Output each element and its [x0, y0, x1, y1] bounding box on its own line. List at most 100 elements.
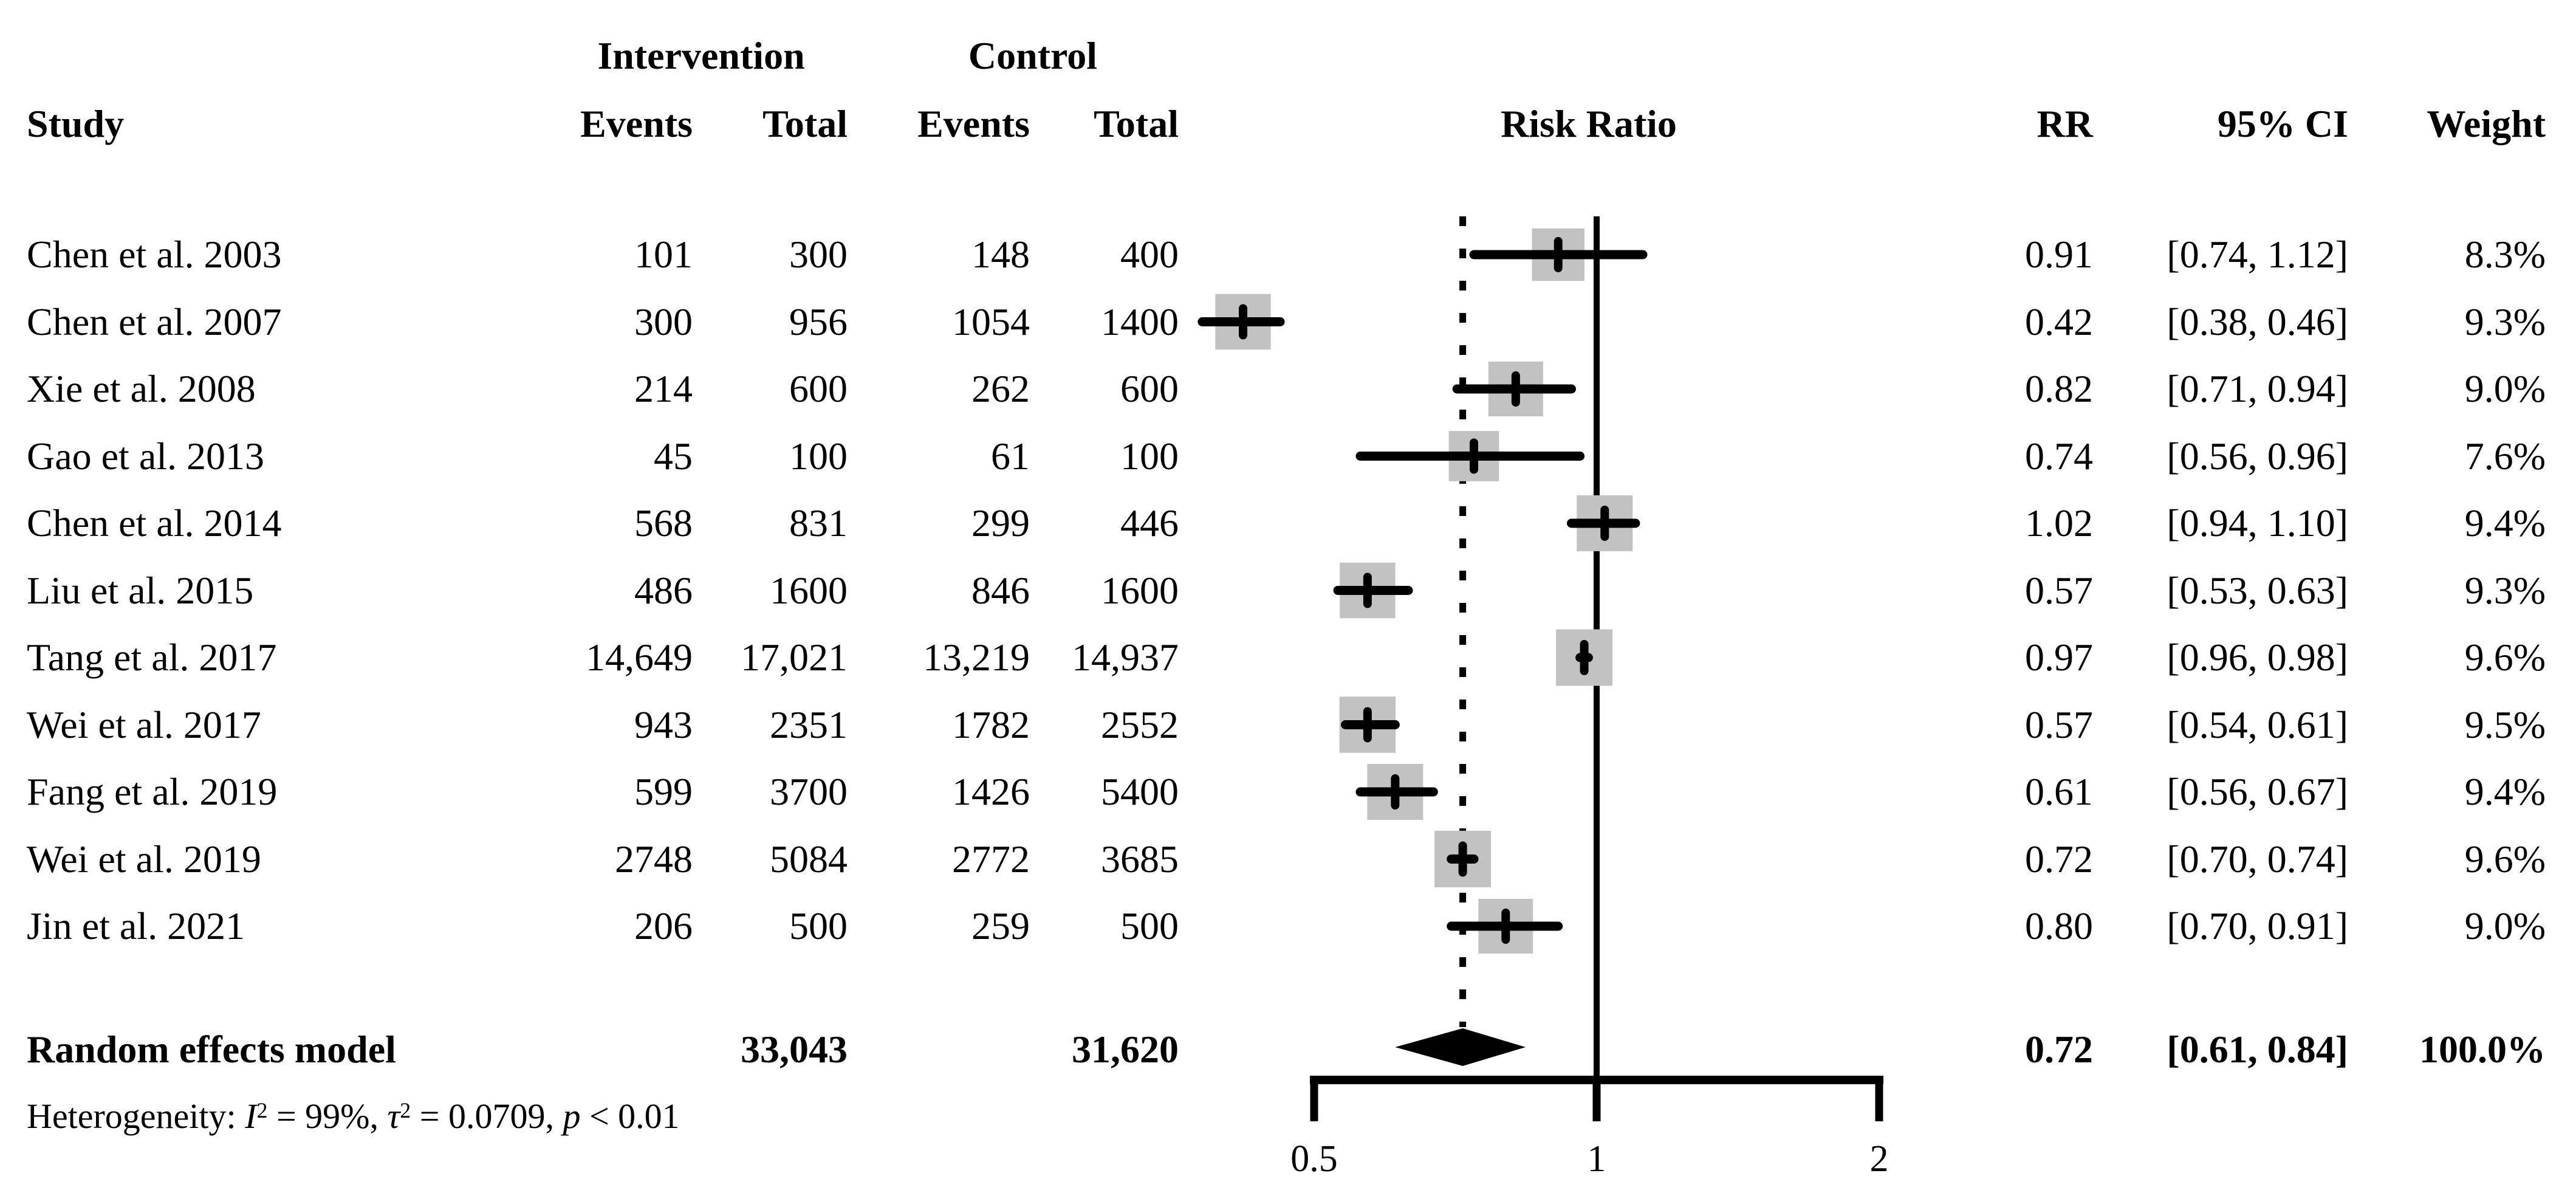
intervention-events-value: 2748 [615, 837, 693, 881]
study-label: Fang et al. 2019 [27, 770, 278, 813]
control-events-value: 1426 [952, 770, 1030, 813]
weight-value: 9.3% [2464, 300, 2546, 343]
control-events-value: 13,219 [923, 636, 1030, 679]
pooled-rr-value: 0.72 [2025, 1028, 2093, 1071]
intervention-events-value: 300 [634, 300, 693, 343]
control-total-value: 446 [1120, 501, 1179, 545]
header-study: Study [27, 102, 125, 145]
intervention-events-value: 599 [634, 770, 693, 813]
weight-value: 9.6% [2464, 636, 2546, 679]
study-label: Gao et al. 2013 [27, 434, 264, 478]
header-intervention-events: Events [580, 102, 693, 145]
intervention-total-value: 100 [789, 434, 848, 478]
weight-value: 7.6% [2464, 434, 2546, 478]
pooled-intervention-total: 33,043 [741, 1028, 848, 1071]
header-intervention-group: Intervention [597, 34, 805, 77]
control-events-value: 1054 [952, 300, 1030, 343]
intervention-total-value: 17,021 [741, 636, 848, 679]
intervention-events-value: 214 [634, 367, 693, 410]
control-events-value: 148 [971, 233, 1030, 276]
rr-value: 0.74 [2025, 434, 2093, 478]
control-events-value: 262 [971, 367, 1030, 410]
pooled-diamond [1395, 1028, 1526, 1066]
ci-value: [0.38, 0.46] [2167, 300, 2348, 343]
weight-value: 9.6% [2464, 837, 2546, 881]
weight-value: 8.3% [2464, 233, 2546, 276]
rr-value: 0.80 [2025, 904, 2093, 947]
heterogeneity-prefix: Heterogeneity: [27, 1096, 245, 1136]
ci-value: [0.74, 1.12] [2167, 233, 2348, 276]
pooled-ci-value: [0.61, 0.84] [2167, 1028, 2348, 1071]
rr-value: 0.72 [2025, 837, 2093, 881]
p-symbol: p [563, 1096, 581, 1136]
weight-value: 9.0% [2464, 367, 2546, 410]
pooled-label: Random effects model [27, 1028, 396, 1071]
ci-value: [0.70, 0.74] [2167, 837, 2348, 881]
ci-value: [0.53, 0.63] [2167, 568, 2348, 612]
intervention-total-value: 300 [789, 233, 848, 276]
control-events-value: 846 [971, 568, 1030, 612]
control-events-value: 2772 [952, 837, 1030, 881]
control-total-value: 600 [1120, 367, 1179, 410]
rr-value: 0.57 [2025, 703, 2093, 746]
tau-squared-exponent: 2 [400, 1098, 411, 1123]
study-label: Xie et al. 2008 [27, 367, 256, 410]
intervention-total-value: 5084 [770, 837, 848, 881]
study-label: Jin et al. 2021 [27, 904, 245, 947]
study-label: Chen et al. 2003 [27, 233, 282, 276]
intervention-total-value: 1600 [770, 568, 848, 612]
rr-value: 0.61 [2025, 770, 2093, 813]
study-label: Wei et al. 2017 [27, 703, 261, 746]
tau-squared-value: = 0.0709, [411, 1096, 563, 1136]
ci-value: [0.56, 0.96] [2167, 434, 2348, 478]
intervention-events-value: 101 [634, 233, 693, 276]
ci-value: [0.94, 1.10] [2167, 501, 2348, 545]
intervention-total-value: 3700 [770, 770, 848, 813]
x-axis-tick-label-1: 1 [1587, 1138, 1606, 1180]
control-total-value: 1600 [1101, 568, 1179, 612]
header-rr: RR [2036, 102, 2093, 145]
header-weight: Weight [2427, 102, 2546, 145]
control-events-value: 299 [971, 501, 1030, 545]
header-risk-ratio: Risk Ratio [1501, 102, 1677, 145]
header-intervention-total: Total [762, 102, 848, 145]
control-total-value: 3685 [1101, 837, 1179, 881]
header-control-group: Control [968, 34, 1098, 77]
intervention-events-value: 45 [654, 434, 693, 478]
p-value: < 0.01 [580, 1096, 680, 1136]
tau-squared-symbol: τ [387, 1096, 400, 1136]
ci-value: [0.54, 0.61] [2167, 703, 2348, 746]
ci-value: [0.96, 0.98] [2167, 636, 2348, 679]
intervention-events-value: 568 [634, 501, 693, 545]
header-control-total: Total [1094, 102, 1179, 145]
rr-value: 0.97 [2025, 636, 2093, 679]
control-events-value: 61 [991, 434, 1030, 478]
rr-value: 0.82 [2025, 367, 2093, 410]
intervention-total-value: 600 [789, 367, 848, 410]
intervention-total-value: 956 [789, 300, 848, 343]
study-label: Chen et al. 2014 [27, 501, 282, 545]
ci-value: [0.56, 0.67] [2167, 770, 2348, 813]
control-total-value: 500 [1120, 904, 1179, 947]
control-total-value: 2552 [1101, 703, 1179, 746]
control-total-value: 14,937 [1072, 636, 1179, 679]
header-control-events: Events [917, 102, 1030, 145]
intervention-total-value: 831 [789, 501, 848, 545]
control-total-value: 1400 [1101, 300, 1179, 343]
weight-value: 9.3% [2464, 568, 2546, 612]
i-squared-symbol: I [245, 1096, 257, 1136]
control-total-value: 100 [1120, 434, 1179, 478]
intervention-total-value: 2351 [770, 703, 848, 746]
x-axis-tick-label-2: 2 [1869, 1138, 1889, 1180]
study-label: Tang et al. 2017 [27, 636, 277, 679]
study-label: Wei et al. 2019 [27, 837, 261, 881]
intervention-events-value: 486 [634, 568, 693, 612]
intervention-events-value: 943 [634, 703, 693, 746]
weight-value: 9.0% [2464, 904, 2546, 947]
rr-value: 1.02 [2025, 501, 2093, 545]
weight-value: 9.4% [2464, 770, 2546, 813]
ci-value: [0.70, 0.91] [2167, 904, 2348, 947]
intervention-total-value: 500 [789, 904, 848, 947]
